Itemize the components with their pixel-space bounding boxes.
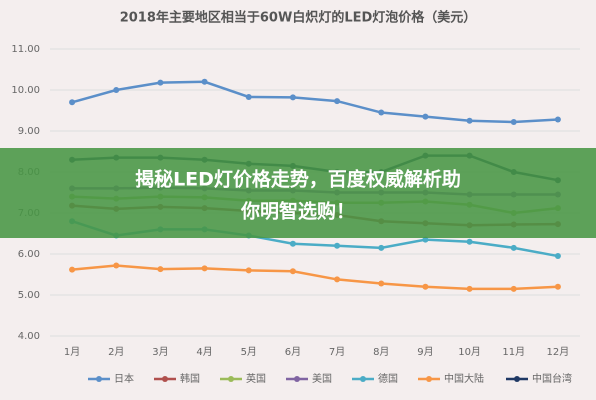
legend-swatch xyxy=(162,376,168,382)
banner-text: 揭秘LED灯价格走势，百度权威解析助 xyxy=(135,168,461,191)
legend-swatch xyxy=(294,376,300,382)
legend-label: 中国大陆 xyxy=(444,372,484,385)
point xyxy=(554,283,561,290)
point xyxy=(510,244,517,251)
x-tick-label: 11月 xyxy=(502,346,525,358)
x-tick-label: 6月 xyxy=(285,346,301,358)
x-tick-label: 7月 xyxy=(329,346,345,358)
y-tick-label: 6.00 xyxy=(18,249,40,260)
point xyxy=(289,268,296,275)
point xyxy=(334,242,341,249)
x-tick-label: 9月 xyxy=(417,346,433,358)
point xyxy=(289,94,296,101)
point xyxy=(378,280,385,287)
point xyxy=(466,117,473,124)
x-tick-label: 10月 xyxy=(458,346,481,358)
x-tick-label: 3月 xyxy=(152,346,168,358)
y-tick-label: 11.00 xyxy=(11,44,40,55)
y-tick-label: 4.00 xyxy=(18,331,40,342)
point xyxy=(69,266,76,273)
legend-swatch xyxy=(426,376,432,382)
series-line xyxy=(71,80,558,124)
point xyxy=(510,285,517,292)
legend-label: 韩国 xyxy=(180,372,200,385)
point xyxy=(422,113,429,120)
x-tick-label: 2月 xyxy=(108,346,124,358)
y-tick-label: 10.00 xyxy=(11,85,40,96)
point xyxy=(334,98,341,105)
point xyxy=(466,238,473,245)
point xyxy=(289,240,296,247)
point xyxy=(245,93,252,100)
legend-label: 美国 xyxy=(312,372,332,385)
x-tick-label: 1月 xyxy=(64,346,80,358)
point xyxy=(201,265,208,272)
y-tick-label: 5.00 xyxy=(18,290,40,301)
point xyxy=(510,118,517,125)
banner-bg xyxy=(0,148,596,238)
legend-swatch xyxy=(360,376,366,382)
y-tick-label: 9.00 xyxy=(18,126,40,137)
point xyxy=(378,244,385,251)
point xyxy=(422,283,429,290)
point xyxy=(334,276,341,283)
legend-label: 德国 xyxy=(378,372,398,385)
legend-label: 英国 xyxy=(246,372,266,385)
point xyxy=(69,99,76,106)
point xyxy=(245,267,252,274)
legend-swatch xyxy=(228,376,234,382)
x-tick-label: 8月 xyxy=(373,346,389,358)
x-tick-label: 5月 xyxy=(241,346,257,358)
point xyxy=(157,266,164,273)
x-tick-label: 4月 xyxy=(196,346,212,358)
legend-label: 日本 xyxy=(114,372,134,385)
point xyxy=(157,79,164,86)
point xyxy=(554,253,561,260)
point xyxy=(113,87,120,93)
x-tick-label: 12月 xyxy=(547,346,570,358)
point xyxy=(113,262,120,269)
series-line xyxy=(71,264,558,291)
point xyxy=(378,109,385,116)
point xyxy=(422,236,429,243)
legend-swatch xyxy=(96,376,102,382)
chart-title: 2018年主要地区相当于60W白炽灯的LED灯泡价格（美元） xyxy=(120,10,477,26)
banner-text: 你明智选购！ xyxy=(240,200,355,223)
legend-label: 中国台湾 xyxy=(532,372,572,385)
point xyxy=(554,116,561,123)
point xyxy=(466,285,473,292)
legend-swatch xyxy=(514,376,520,382)
point xyxy=(201,78,208,85)
